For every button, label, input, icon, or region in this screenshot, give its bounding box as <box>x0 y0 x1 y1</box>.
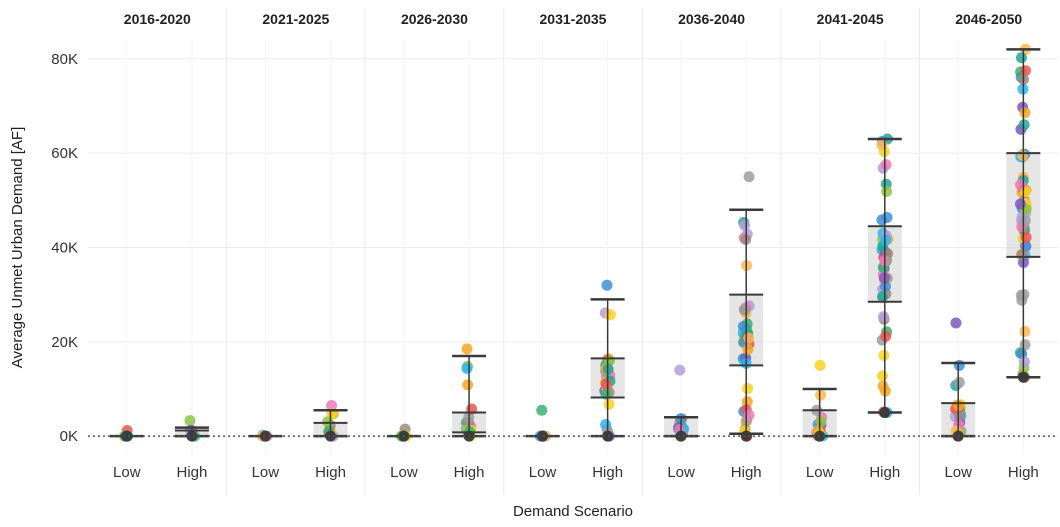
x-tick-label: Low <box>529 464 557 481</box>
x-tick-label: Low <box>252 464 280 481</box>
x-tick-label: High <box>1008 464 1039 481</box>
data-point <box>953 376 965 388</box>
y-tick-label: 20K <box>51 334 78 351</box>
data-point <box>876 139 888 151</box>
data-point <box>1018 356 1030 368</box>
facet-label: 2041-2045 <box>817 11 884 27</box>
whiskers <box>109 48 1041 438</box>
data-point <box>950 317 962 329</box>
facet-label: 2021-2025 <box>262 11 329 27</box>
data-point <box>600 378 612 390</box>
data-point <box>1014 198 1026 210</box>
data-point <box>1014 179 1026 191</box>
facet-label: 2026-2030 <box>401 11 468 27</box>
data-point <box>881 211 893 223</box>
y-axis-title: Average Unmet Urban Demand [AF] <box>9 127 26 369</box>
data-point <box>743 332 755 344</box>
facet-label: 2016-2020 <box>124 11 191 27</box>
data-point <box>536 404 548 416</box>
x-axis-title: Demand Scenario <box>513 503 633 520</box>
data-point <box>737 321 749 333</box>
x-tick-label: Low <box>667 464 695 481</box>
data-point <box>815 389 827 401</box>
data-point <box>881 185 893 197</box>
data-point <box>739 219 751 231</box>
facet-label: 2046-2050 <box>955 11 1022 27</box>
data-point <box>461 363 473 375</box>
facet-labels: 2016-2020 2021-2025 2026-2030 2031-2035 2036… <box>124 11 1023 27</box>
data-point <box>741 396 753 408</box>
data-point <box>1017 149 1029 161</box>
x-tick-label: Low <box>944 464 972 481</box>
data-point <box>1015 52 1027 64</box>
data-point <box>815 416 827 428</box>
x-tick-label: High <box>731 464 762 481</box>
data-point <box>743 171 755 183</box>
data-point <box>877 380 889 392</box>
x-tick-label: High <box>454 464 485 481</box>
data-point <box>877 370 889 382</box>
facet-label: 2031-2035 <box>540 11 607 27</box>
data-point <box>461 343 473 355</box>
data-point <box>878 349 890 361</box>
x-tick-label: Low <box>806 464 834 481</box>
data-point <box>1018 119 1030 131</box>
data-point <box>462 379 474 391</box>
y-tick-label: 0K <box>60 428 78 445</box>
x-tick-label: High <box>176 464 207 481</box>
data-point <box>326 399 338 411</box>
data-point <box>1020 231 1032 243</box>
data-point <box>601 279 613 291</box>
data-point <box>880 159 892 171</box>
data-point <box>814 359 826 371</box>
x-tick-label: High <box>315 464 346 481</box>
y-tick-label: 60K <box>51 145 78 162</box>
data-point <box>953 359 965 371</box>
data-point <box>878 311 890 323</box>
facet-label: 2036-2040 <box>678 11 745 27</box>
axes: 0K 20K 40K 60K 80K Low High Low High Low High Low Hi… <box>51 51 1038 481</box>
data-point <box>738 303 750 315</box>
data-point <box>604 309 616 321</box>
data-point <box>877 291 889 303</box>
x-tick-label: Low <box>390 464 418 481</box>
data-point <box>1019 339 1031 351</box>
data-point <box>1019 215 1031 227</box>
data-point <box>1016 249 1028 261</box>
x-tick-label: High <box>592 464 623 481</box>
data-point <box>184 415 196 427</box>
data-point <box>1019 325 1031 337</box>
data-point <box>1019 107 1031 119</box>
x-tick-label: High <box>869 464 900 481</box>
y-tick-label: 40K <box>51 240 78 257</box>
data-point <box>880 234 892 246</box>
data-point <box>674 364 686 376</box>
y-tick-label: 80K <box>51 51 78 68</box>
grid-lines <box>88 8 1058 495</box>
data-point <box>743 409 755 421</box>
data-point <box>742 343 754 355</box>
data-point <box>322 416 334 428</box>
data-point <box>603 398 615 410</box>
data-point <box>742 383 754 395</box>
x-tick-label: Low <box>113 464 141 481</box>
data-point <box>880 330 892 342</box>
